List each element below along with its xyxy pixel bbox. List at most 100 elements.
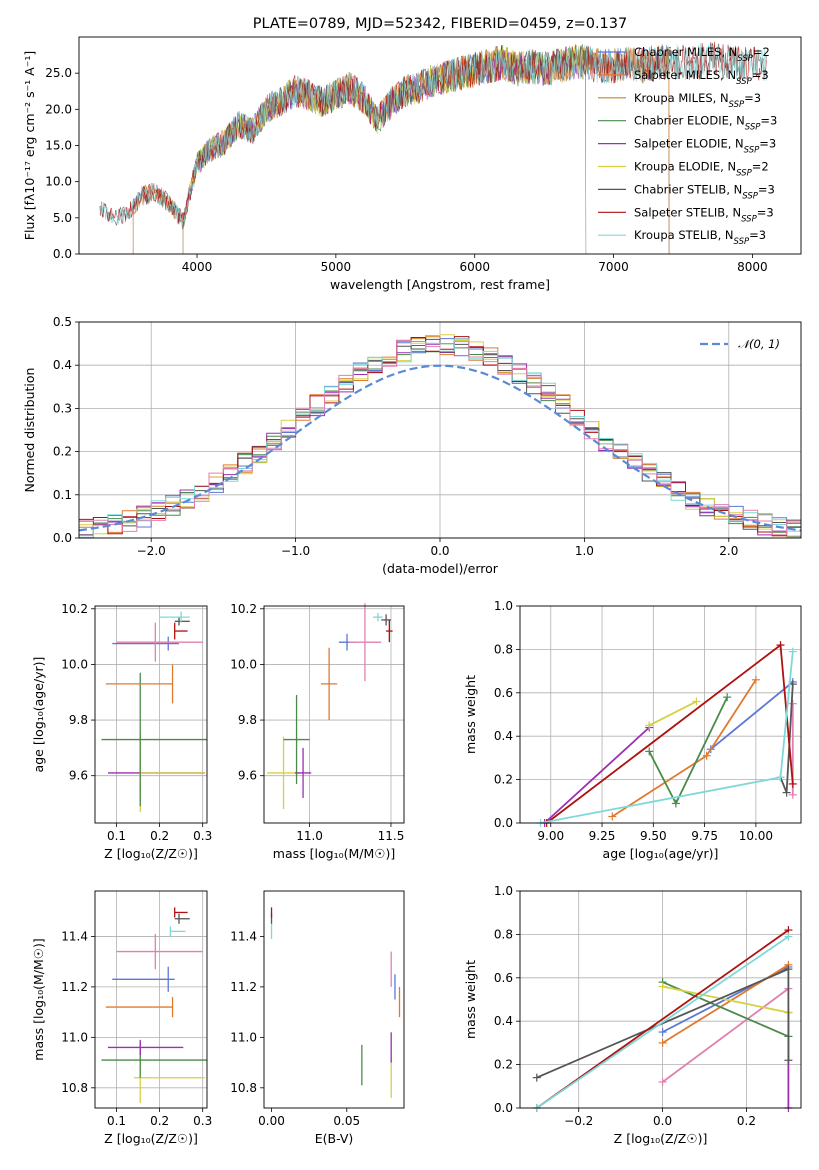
legend-entry: Chabrier ELODIE, NSSP=3 — [634, 114, 777, 133]
error-bar-point — [116, 933, 203, 970]
legend-subscript: SSP — [734, 237, 750, 247]
x-axis-label: E(B-V) — [315, 1131, 354, 1146]
legend-entry: Salpeter STELIB, NSSP=3 — [634, 205, 774, 224]
plus-marker — [784, 965, 793, 974]
x-tick-label: 0.1 — [107, 829, 126, 843]
legend-tail: =3 — [752, 68, 769, 82]
x-tick-label: 7000 — [598, 260, 629, 274]
plot-area — [267, 603, 393, 810]
y-tick-label: 0.2 — [494, 773, 513, 787]
legend-label: Kroupa MILES, N — [634, 91, 729, 105]
y-tick-label: 0.0 — [53, 247, 72, 261]
x-axis-label: Z [log₁₀(Z/Z☉)] — [104, 846, 198, 861]
x-tick-label: 11.0 — [296, 829, 323, 843]
y-tick-label: 0.4 — [494, 729, 513, 743]
x-tick-label: 10.00 — [739, 829, 773, 843]
legend-label: Salpeter MILES, N — [634, 68, 736, 82]
error-bar-point — [294, 747, 312, 798]
y-tick-label: 11.2 — [61, 980, 88, 994]
error-bar-point — [139, 733, 205, 812]
x-tick-label: 1.0 — [575, 544, 594, 558]
y-axis-label: mass weight — [463, 675, 478, 754]
x-tick-label: 9.75 — [691, 829, 718, 843]
x-tick-label: 0.0 — [430, 544, 449, 558]
y-tick-label: 11.0 — [230, 1030, 257, 1044]
y-tick-label: 0.8 — [494, 927, 513, 941]
legend-entry: Salpeter ELODIE, NSSP=3 — [634, 137, 776, 156]
x-axis-label: wavelength [Angstrom, rest frame] — [330, 277, 550, 292]
grid-group — [95, 606, 207, 823]
plot-area — [99, 41, 767, 254]
x-tick-label: −0.2 — [564, 1114, 593, 1128]
z-age-panel: 0.1 0.2 0.3 9.6 9.8 10.0 10.2 Z [log₁₀(Z/Z☉)] ag… — [31, 602, 212, 861]
mass-weight-line — [543, 726, 650, 824]
legend-tail: =3 — [758, 182, 775, 196]
age-massweight-panel: 9.00 9.25 9.50 9.75 10.00 0.0 0.2 0.4 0.6 0.8 1.0 a… — [463, 599, 802, 861]
plus-marker — [645, 721, 654, 730]
legend-tail: =3 — [749, 228, 766, 242]
error-bar-point — [348, 603, 382, 682]
x-axis-label: mass [log₁₀(M/M☉)] — [273, 846, 395, 861]
legend-label: Chabrier STELIB, N — [634, 182, 742, 196]
y-axis-label: Normed distribution — [22, 368, 37, 493]
y-tick-label: 9.8 — [69, 713, 88, 727]
mass-weight-line — [662, 985, 789, 1014]
plus-marker — [658, 1038, 667, 1047]
y-tick-label: 1.0 — [494, 599, 513, 613]
grid-group — [520, 605, 801, 824]
error-bar-point — [174, 617, 190, 626]
axes-frame — [263, 605, 405, 824]
y-tick-label: 0.0 — [494, 816, 513, 830]
legend-subscript: SSP — [737, 54, 753, 64]
error-bar-point — [386, 619, 393, 643]
y-axis-label: mass weight — [463, 960, 478, 1039]
x-tick-label: 0.2 — [150, 829, 169, 843]
axes-frame — [519, 890, 802, 1109]
plot-area — [532, 926, 793, 1112]
x-tick-label: 0.05 — [333, 1114, 360, 1128]
plus-marker — [723, 693, 732, 702]
legend-label: 𝒩(0, 1) — [738, 337, 780, 351]
histogram-series — [79, 338, 801, 538]
y-tick-label: 5.0 — [53, 211, 72, 225]
plus-marker — [788, 779, 797, 788]
plus-marker — [658, 1028, 667, 1037]
plus-marker — [751, 675, 760, 684]
plus-marker — [671, 799, 680, 808]
plot-area — [78, 334, 802, 539]
legend-label: Salpeter ELODIE, N — [634, 137, 744, 151]
axes-frame — [519, 605, 802, 824]
legend-label: Salpeter STELIB, N — [634, 205, 741, 219]
legend-label: Chabrier MILES, N — [634, 45, 737, 59]
plus-marker — [608, 812, 617, 821]
x-tick-label: 0.2 — [737, 1114, 756, 1128]
legend-tail: =3 — [759, 137, 776, 151]
y-tick-label: 0.2 — [494, 1058, 513, 1072]
error-bar-point — [174, 907, 188, 918]
error-bar-point — [105, 996, 174, 1018]
mass-weight-line — [662, 987, 789, 1083]
plus-marker — [784, 932, 793, 941]
legend-label: Kroupa ELODIE, N — [634, 160, 736, 174]
grid-group — [264, 606, 404, 823]
error-bar-point — [159, 611, 190, 623]
x-tick-label: 8000 — [737, 260, 768, 274]
legend-subscript: SSP — [741, 214, 757, 224]
x-tick-label: 9.25 — [589, 829, 616, 843]
y-tick-label: 10.0 — [61, 657, 88, 671]
legend-entry: Kroupa STELIB, NSSP=3 — [634, 228, 766, 247]
y-tick-label: 15.0 — [45, 139, 72, 153]
legend: 𝒩(0, 1) — [700, 337, 780, 351]
x-tick-label: 0.2 — [150, 1114, 169, 1128]
y-tick-label: 11.2 — [230, 980, 257, 994]
legend-entry: Chabrier MILES, NSSP=2 — [634, 45, 770, 64]
legend-entry: Kroupa ELODIE, NSSP=2 — [634, 160, 769, 179]
legend-entry: Salpeter MILES, NSSP=3 — [634, 68, 769, 87]
mass-weight-line — [779, 684, 794, 793]
y-tick-label: 0.5 — [53, 315, 72, 329]
x-axis-label: age [log₁₀(age/yr)] — [603, 846, 719, 861]
spectrum-panel: 4000 5000 6000 7000 8000 0.0 5.0 10.0 15.0 20.0 25… — [22, 36, 802, 292]
ebv-mass-panel: 0.00 0.05 10.8 11.0 11.2 11.4 E(B-V) — [230, 890, 405, 1146]
plus-marker — [532, 1073, 541, 1082]
